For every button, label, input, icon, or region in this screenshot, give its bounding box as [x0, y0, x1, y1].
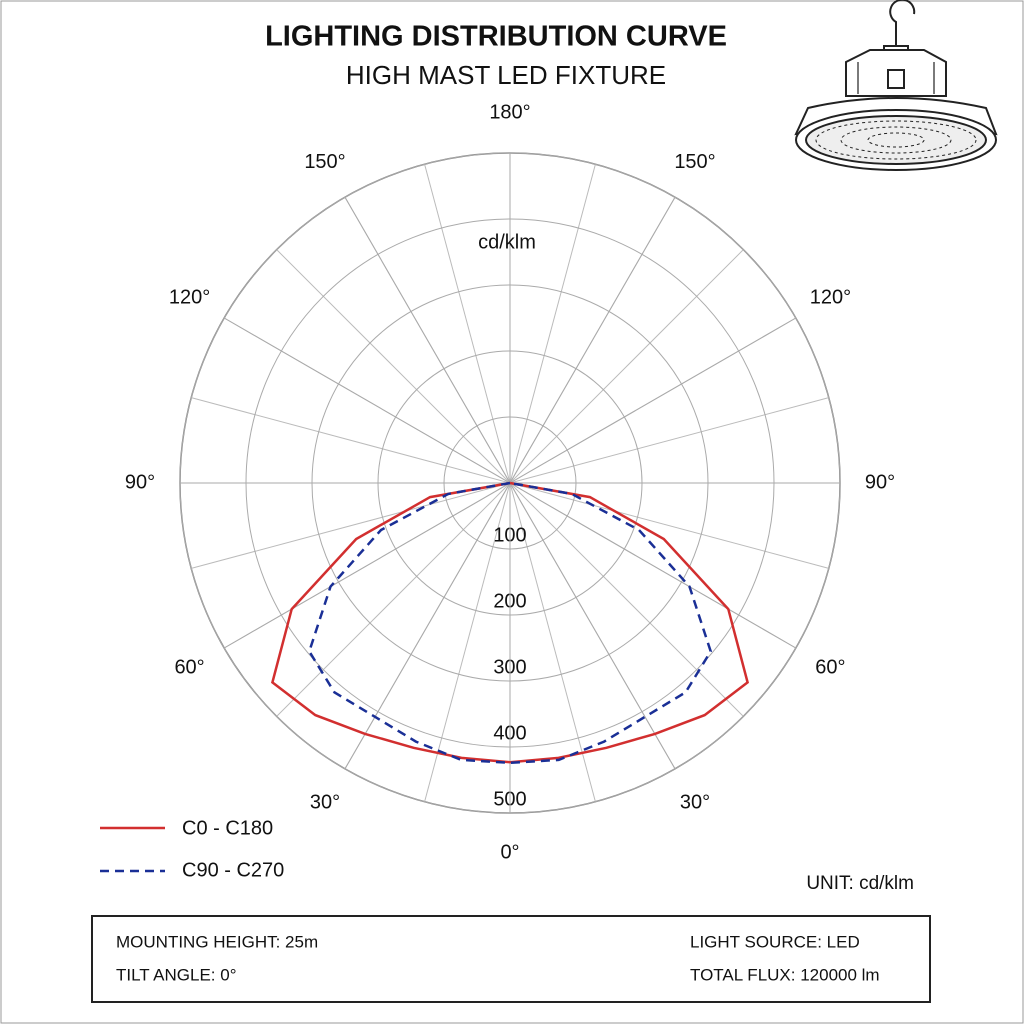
angle-tick-label: 120°: [169, 286, 210, 308]
spoke: [191, 397, 511, 484]
legend-label: C0 - C180: [182, 817, 273, 839]
angle-grid-line: [509, 482, 676, 770]
info-text: LIGHT SOURCE: LED: [690, 932, 860, 951]
info-text: TILT ANGLE: 0°: [116, 965, 237, 984]
angle-tick-label: 0°: [500, 841, 519, 863]
angle-tick-label: 30°: [310, 792, 340, 814]
spoke: [424, 482, 511, 802]
plot: 1002003004005000°30°60°90°120°150°180°30…: [125, 101, 895, 863]
spoke: [509, 249, 744, 484]
spoke: [276, 249, 511, 484]
info-text: MOUNTING HEIGHT: 25m: [116, 932, 318, 951]
fixture-icon: [794, 0, 998, 171]
spoke: [509, 397, 829, 484]
radial-unit: cd/klm: [478, 231, 536, 253]
spoke: [191, 482, 511, 569]
spoke: [509, 164, 596, 484]
series-curve: [307, 481, 713, 765]
spoke: [424, 164, 511, 484]
info-text: TOTAL FLUX: 120000 lm: [690, 965, 880, 984]
angle-grid-line: [344, 482, 511, 770]
chart-title: LIGHTING DISTRIBUTION CURVE: [265, 21, 727, 53]
angle-grid-line: [344, 196, 511, 484]
angle-tick-label: 60°: [815, 656, 845, 678]
angle-tick-label: 90°: [865, 471, 895, 493]
angle-grid-line: [509, 317, 797, 484]
angle-tick-label: 180°: [489, 101, 530, 123]
series-curve: [270, 481, 750, 764]
angle-tick-label: 60°: [174, 656, 204, 678]
chart-subtitle: HIGH MAST LED FIXTURE: [346, 60, 666, 90]
angle-grid-line: [223, 482, 511, 649]
angle-grid-line: [223, 317, 511, 484]
info-box: [91, 915, 931, 1003]
angle-tick-label: 120°: [810, 286, 851, 308]
spoke: [276, 482, 511, 717]
angle-tick-label: 30°: [680, 792, 710, 814]
angle-tick-label: 150°: [304, 151, 345, 173]
unit-note: UNIT: cd/klm: [806, 873, 914, 894]
angle-grid-line: [509, 196, 676, 484]
spoke: [509, 482, 596, 802]
spoke: [509, 482, 829, 569]
angle-tick-label: 150°: [674, 151, 715, 173]
spoke: [509, 482, 744, 717]
legend-label: C90 - C270: [182, 859, 284, 881]
angle-tick-label: 90°: [125, 471, 155, 493]
angle-grid-line: [509, 482, 797, 649]
